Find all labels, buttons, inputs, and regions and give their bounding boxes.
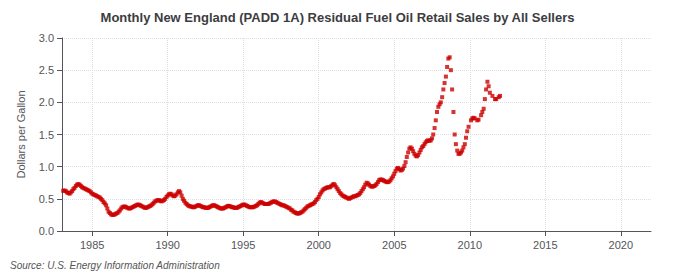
svg-text:2010: 2010 xyxy=(458,239,482,251)
svg-text:0.0: 0.0 xyxy=(39,225,54,237)
svg-text:Source: U.S. Energy Informatio: Source: U.S. Energy Information Administ… xyxy=(10,260,220,271)
svg-text:2.0: 2.0 xyxy=(39,96,54,108)
svg-text:2000: 2000 xyxy=(307,239,331,251)
svg-text:1.5: 1.5 xyxy=(39,129,54,141)
svg-text:0.5: 0.5 xyxy=(39,193,54,205)
svg-text:1.0: 1.0 xyxy=(39,161,54,173)
svg-text:2015: 2015 xyxy=(533,239,557,251)
svg-text:2005: 2005 xyxy=(382,239,406,251)
svg-text:2.5: 2.5 xyxy=(39,64,54,76)
svg-text:1990: 1990 xyxy=(155,239,179,251)
svg-text:Dollars per Gallon: Dollars per Gallon xyxy=(15,90,27,178)
svg-text:Monthly New England (PADD 1A): Monthly New England (PADD 1A) Residual F… xyxy=(101,10,575,25)
svg-text:1995: 1995 xyxy=(231,239,255,251)
svg-text:1985: 1985 xyxy=(80,239,104,251)
svg-text:2020: 2020 xyxy=(609,239,633,251)
svg-text:3.0: 3.0 xyxy=(39,32,54,44)
